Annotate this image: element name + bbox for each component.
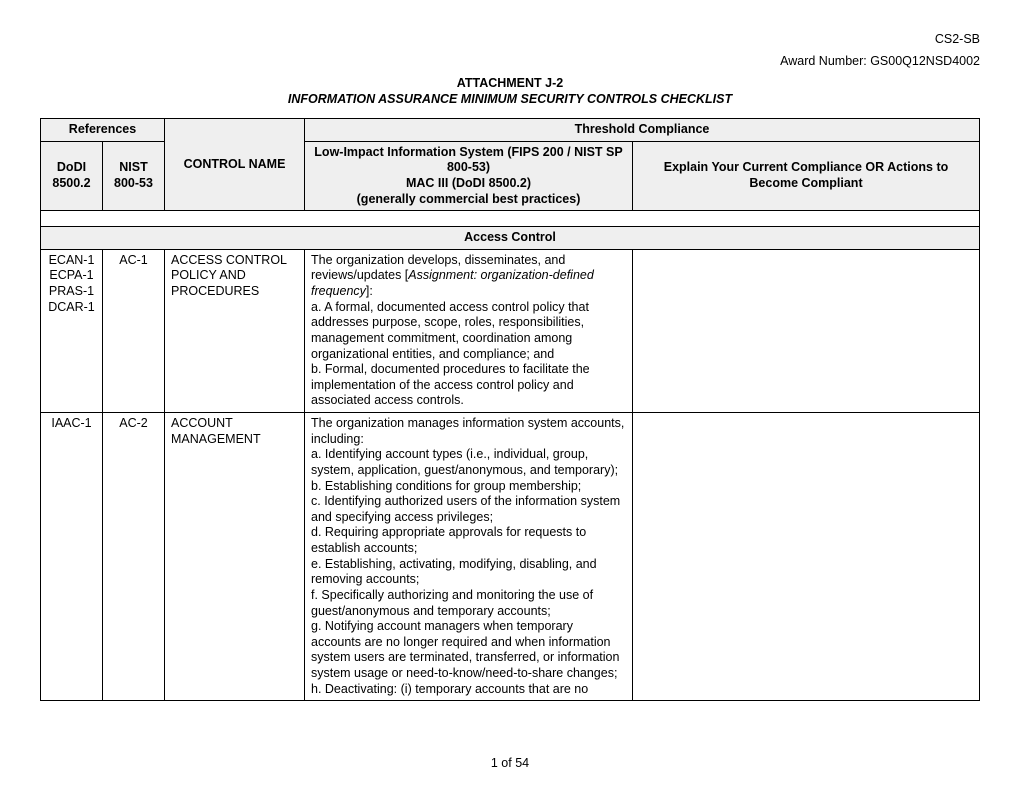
cell-compliance[interactable]	[633, 413, 980, 701]
cell-nist: AC-1	[103, 249, 165, 412]
table-row: IAAC-1 AC-2 ACCOUNT MANAGEMENT The organ…	[41, 413, 980, 701]
controls-table: References CONTROL NAME Threshold Compli…	[40, 118, 980, 701]
th-explain: Explain Your Current Compliance OR Actio…	[633, 141, 980, 211]
table-row: ECAN-1ECPA-1PRAS-1DCAR-1 AC-1 ACCESS CON…	[41, 249, 980, 412]
cell-desc: The organization manages information sys…	[305, 413, 633, 701]
header-code: CS2-SB	[40, 32, 980, 46]
th-fips-line2: MAC III (DoDI 8500.2)	[406, 176, 531, 190]
spacer-row	[41, 211, 980, 227]
th-fips-line3: (generally commercial best practices)	[357, 192, 581, 206]
th-threshold: Threshold Compliance	[305, 119, 980, 142]
cell-compliance[interactable]	[633, 249, 980, 412]
cell-dodi: ECAN-1ECPA-1PRAS-1DCAR-1	[41, 249, 103, 412]
header-award: Award Number: GS00Q12NSD4002	[40, 54, 980, 68]
cell-dodi: IAAC-1	[41, 413, 103, 701]
header-attachment: ATTACHMENT J-2	[40, 76, 980, 90]
th-control-name: CONTROL NAME	[165, 119, 305, 211]
section-header: Access Control	[41, 227, 980, 250]
th-fips: Low-Impact Information System (FIPS 200 …	[305, 141, 633, 211]
cell-nist: AC-2	[103, 413, 165, 701]
header-title: INFORMATION ASSURANCE MINIMUM SECURITY C…	[40, 92, 980, 106]
th-fips-line1: Low-Impact Information System (FIPS 200 …	[314, 145, 622, 175]
cell-name: ACCESS CONTROL POLICY AND PROCEDURES	[165, 249, 305, 412]
th-dodi: DoDI 8500.2	[41, 141, 103, 211]
page-footer: 1 of 54	[40, 756, 980, 770]
th-nist: NIST 800-53	[103, 141, 165, 211]
cell-desc: The organization develops, disseminates,…	[305, 249, 633, 412]
th-references: References	[41, 119, 165, 142]
cell-name: ACCOUNT MANAGEMENT	[165, 413, 305, 701]
